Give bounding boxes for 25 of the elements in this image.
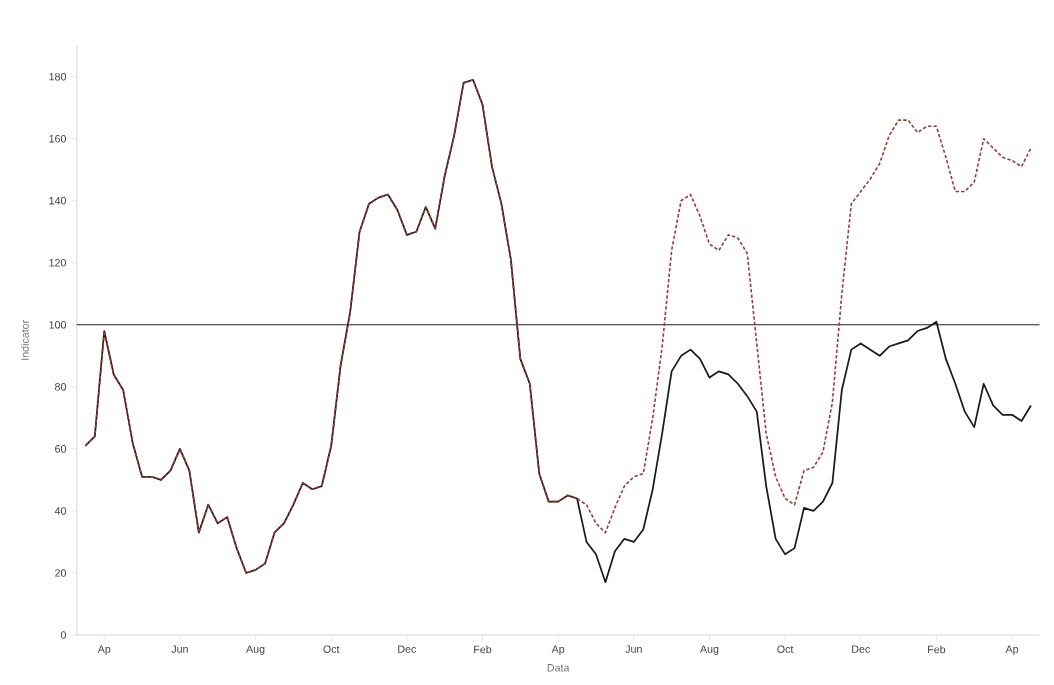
- x-tick-label: Aug: [699, 645, 719, 655]
- y-tick-label: 100: [49, 321, 67, 329]
- x-tick-label: Oct: [323, 645, 340, 653]
- x-tick-label: Jun: [171, 645, 188, 653]
- y-tick-label: 0: [60, 631, 67, 639]
- y-axis-title: Indicator: [20, 320, 29, 360]
- x-axis-title: Data: [547, 664, 570, 672]
- x-tick-label: Ap: [1005, 645, 1019, 655]
- x-tick-label: Feb: [474, 645, 492, 654]
- y-tick-label: 120: [49, 259, 67, 267]
- y-tick-label: 40: [54, 507, 67, 515]
- x-tick-label: Ap: [97, 645, 111, 655]
- y-tick-label: 180: [49, 72, 67, 81]
- x-tick-label: Jun: [625, 645, 642, 653]
- y-tick-label: 160: [49, 134, 67, 143]
- y-tick-label: 80: [55, 383, 67, 391]
- y-tick-label: 140: [49, 196, 67, 205]
- x-tick-label: Ap: [551, 645, 565, 655]
- y-tick-label: 60: [55, 445, 67, 453]
- x-tick-label: Feb: [928, 645, 946, 654]
- x-tick-label: Dec: [398, 645, 417, 653]
- x-tick-label: Oct: [777, 645, 794, 653]
- x-tick-label: Dec: [852, 645, 870, 653]
- y-tick-label: 20: [55, 569, 67, 577]
- x-tick-label: Aug: [246, 645, 265, 655]
